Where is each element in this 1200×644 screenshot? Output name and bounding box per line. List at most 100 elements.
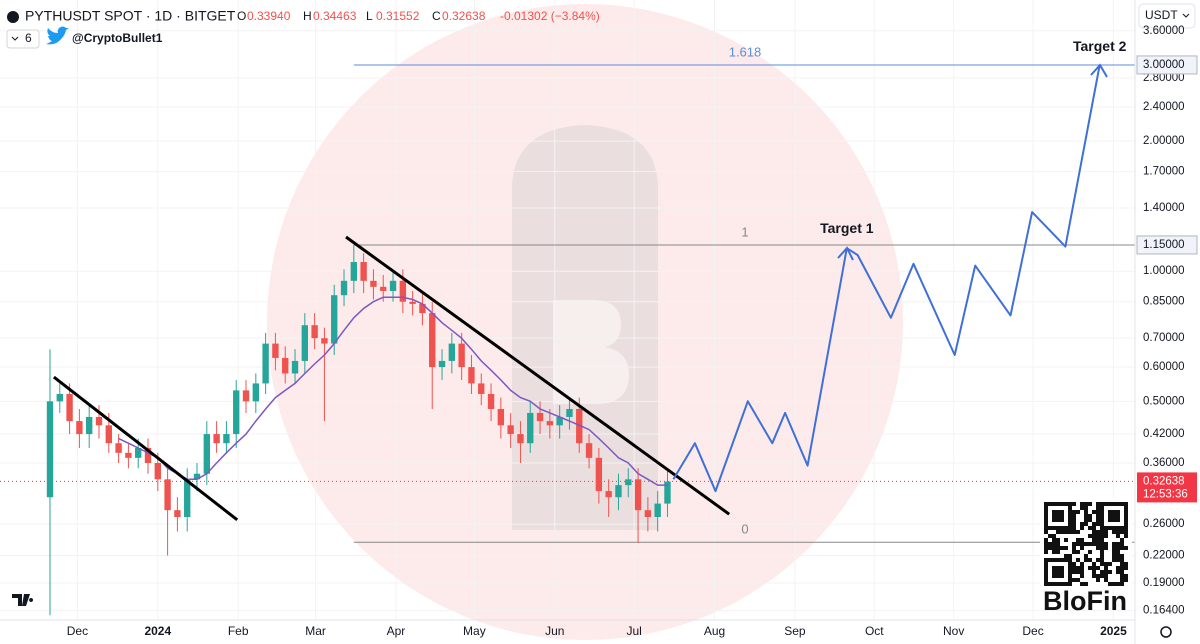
candle-body	[399, 280, 407, 302]
qr-cell	[1076, 538, 1080, 542]
candle-body	[262, 343, 269, 384]
qr-cell	[1112, 558, 1116, 562]
candle-body	[340, 280, 348, 296]
candle-body	[664, 481, 671, 504]
qr-cell	[1072, 510, 1076, 514]
ohlc-value: 0.32638	[442, 9, 486, 23]
qr-cell	[1124, 546, 1128, 550]
fib-ratio: 1.618	[729, 44, 762, 59]
qr-cell	[1076, 550, 1080, 554]
qr-cell	[1092, 510, 1096, 514]
x-tick-label: 2025	[1100, 624, 1127, 638]
qr-cell	[1088, 514, 1092, 518]
projection-path	[672, 64, 1101, 493]
settings-icon[interactable]	[1160, 626, 1172, 638]
candle-body	[615, 485, 622, 498]
candle-body	[536, 412, 544, 422]
qr-cell	[1092, 574, 1096, 578]
y-tick-label: 2.80000	[1143, 72, 1185, 84]
qr-cell	[1080, 582, 1084, 586]
fib-ratio: 1	[741, 224, 748, 239]
qr-cell	[1104, 542, 1108, 546]
candle-body	[291, 360, 299, 374]
tv-logo	[12, 594, 34, 606]
qr-cell	[1116, 582, 1120, 586]
candle-body	[66, 393, 73, 422]
qr-cell	[1092, 538, 1096, 542]
candle-body	[654, 503, 661, 518]
qr-cell	[1108, 562, 1112, 566]
y-tick-label: 3.60000	[1143, 25, 1185, 37]
y-tick-label: 0.16400	[1143, 605, 1185, 617]
qr-cell	[1076, 542, 1080, 546]
qr-cell	[1104, 566, 1108, 570]
author: @CryptoBullet1	[72, 31, 163, 45]
qr-cell	[1076, 566, 1080, 570]
currency-button[interactable]	[1138, 3, 1196, 29]
candle-body	[105, 425, 112, 444]
qr-cell	[1124, 574, 1128, 578]
candle-body	[115, 443, 122, 453]
qr-cell	[1084, 582, 1088, 586]
qr-cell	[1116, 570, 1120, 574]
qr-cell	[1112, 582, 1116, 586]
qr-finder	[1108, 510, 1120, 522]
qr-cell	[1064, 530, 1068, 534]
candle-body	[546, 421, 554, 426]
qr-cell	[1124, 530, 1128, 534]
indicator-toggle[interactable]	[6, 29, 40, 49]
qr-cell	[1104, 574, 1108, 578]
qr-cell	[1100, 554, 1104, 558]
ohlc-value: 0.31552	[376, 9, 420, 23]
qr-cell	[1100, 538, 1104, 542]
qr-cell	[1072, 502, 1076, 506]
qr-cell	[1096, 542, 1100, 546]
qr-cell	[1112, 546, 1116, 550]
qr-cell	[1120, 530, 1124, 534]
x-tick-label: Dec	[67, 624, 88, 638]
qr-cell	[1072, 562, 1076, 566]
ohlc-key: H	[303, 9, 312, 23]
qr-cell	[1100, 534, 1104, 538]
qr-cell	[1052, 546, 1056, 550]
candle-body	[556, 416, 563, 426]
qr-cell	[1096, 558, 1100, 562]
qr-cell	[1056, 542, 1060, 546]
qr-cell	[1088, 534, 1092, 538]
qr-cell	[1052, 550, 1056, 554]
fib-ratio: 0	[741, 522, 748, 537]
qr-cell	[1088, 526, 1092, 530]
qr-cell	[1116, 554, 1120, 558]
qr-cell	[1084, 518, 1088, 522]
trendline	[345, 235, 731, 516]
currency[interactable]: USDT	[1145, 8, 1178, 22]
candle-body	[174, 510, 181, 518]
qr-cell	[1096, 510, 1100, 514]
qr-cell	[1120, 542, 1124, 546]
qr-cell	[1096, 502, 1100, 506]
qr-cell	[1056, 550, 1060, 554]
candle-body	[184, 479, 191, 518]
x-tick-label: Mar	[305, 624, 326, 638]
price-axis	[1135, 0, 1200, 644]
qr-cell	[1124, 566, 1128, 570]
qr-cell	[1056, 546, 1060, 550]
watermark-bitcoin	[553, 300, 629, 404]
qr-cell	[1092, 534, 1096, 538]
qr-cell	[1092, 562, 1096, 566]
qr-cell	[1116, 542, 1120, 546]
qr-cell	[1080, 570, 1084, 574]
qr-cell	[1108, 570, 1112, 574]
price-label-box	[1136, 55, 1198, 75]
x-tick-label: Sep	[784, 624, 806, 638]
qr-cell	[1120, 562, 1124, 566]
qr-cell	[1092, 522, 1096, 526]
candle-body	[223, 434, 230, 444]
price-label-box	[1136, 235, 1198, 255]
qr-cell	[1088, 566, 1092, 570]
qr-cell	[1084, 542, 1088, 546]
candle-body	[380, 286, 387, 291]
candle-body	[252, 383, 260, 402]
qr-cell	[1100, 550, 1104, 554]
